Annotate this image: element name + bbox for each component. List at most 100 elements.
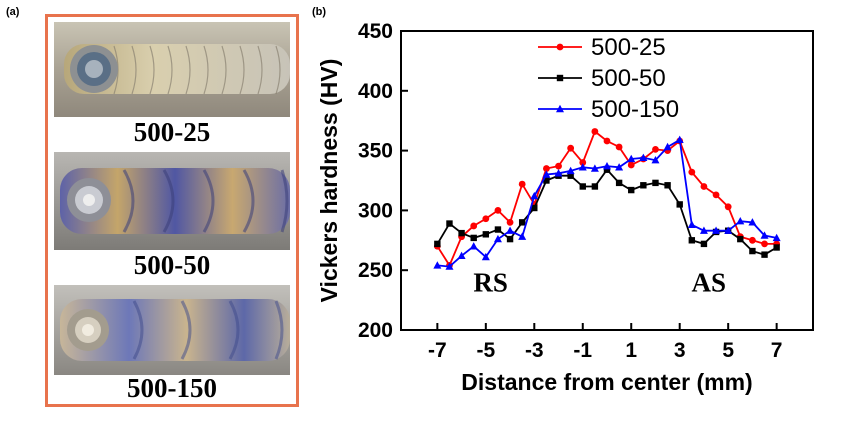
data-point [724, 226, 733, 234]
data-point [434, 240, 441, 248]
data-point [603, 161, 611, 170]
data-point [748, 218, 757, 226]
data-point [543, 177, 550, 184]
x-tick-label: -5 [476, 339, 495, 362]
data-point [591, 128, 599, 135]
y-tick-label: 400 [358, 80, 393, 103]
data-point [712, 191, 720, 199]
data-point [736, 216, 745, 225]
plot-frame [400, 30, 814, 331]
data-point [675, 135, 684, 144]
data-point [772, 233, 781, 242]
data-point [749, 247, 756, 255]
data-point [469, 242, 478, 250]
data-point [712, 226, 721, 234]
x-tick-label: -1 [573, 339, 592, 362]
data-point [542, 170, 551, 178]
y-tick-label: 200 [358, 319, 393, 342]
data-point [749, 236, 756, 244]
data-point [688, 237, 696, 244]
data-point [652, 179, 659, 187]
data-point [651, 155, 660, 164]
y-axis-title: Vickers hardness (HV) [316, 59, 342, 303]
data-point [578, 163, 587, 171]
y-tick-label: 450 [358, 20, 393, 43]
series-500-150 [433, 135, 781, 270]
data-point [470, 234, 477, 242]
weld-photo-500-25 [54, 22, 290, 117]
data-point [518, 232, 527, 240]
x-tick-label: 5 [722, 339, 734, 362]
data-point [579, 183, 586, 190]
data-point [531, 204, 538, 212]
annotation-rs: RS [473, 268, 508, 298]
data-point [482, 215, 490, 223]
x-tick-label: 1 [625, 339, 637, 362]
data-point [433, 261, 442, 269]
data-point [530, 191, 539, 200]
data-point [652, 146, 659, 153]
data-point [445, 262, 454, 270]
data-point [700, 183, 708, 190]
data-point [506, 235, 514, 243]
data-point [687, 220, 696, 228]
data-point [543, 165, 550, 172]
data-point [506, 226, 515, 234]
legend-label: 500-50 [591, 65, 666, 92]
data-point [640, 182, 647, 189]
panel-label-b: (b) [312, 6, 327, 18]
series-500-50 [434, 166, 780, 258]
data-point [518, 219, 526, 226]
data-point [615, 179, 623, 187]
data-point [603, 137, 611, 145]
weld-photo-500-50 [54, 152, 290, 250]
data-point [446, 220, 453, 227]
data-point [773, 244, 780, 251]
data-point [615, 163, 624, 171]
data-point [724, 203, 732, 211]
data-point [567, 144, 575, 152]
weld-caption-500-25: 500-25 [133, 117, 211, 147]
data-point [518, 180, 526, 188]
x-axis-title: Distance from center (mm) [461, 369, 752, 395]
weld-caption-500-150: 500-150 [127, 373, 217, 403]
legend-entry: 500-150 [538, 96, 679, 123]
data-point [627, 161, 635, 169]
data-point [760, 231, 769, 239]
legend-entry: 500-25 [538, 34, 666, 61]
data-point [591, 183, 599, 190]
data-point [556, 104, 564, 113]
weld-photo-500-150 [54, 285, 290, 375]
data-point [481, 252, 490, 261]
legend-label: 500-25 [591, 34, 666, 61]
data-point [603, 166, 611, 173]
data-point [761, 251, 768, 258]
data-point [761, 240, 768, 248]
data-point [699, 226, 708, 234]
x-tick-label: 7 [771, 339, 783, 362]
data-point [567, 172, 574, 179]
x-tick-label: -3 [525, 339, 544, 362]
data-point [566, 166, 575, 175]
data-point [458, 229, 465, 237]
data-point [676, 201, 683, 208]
legend-label: 500-150 [591, 96, 679, 123]
data-point [556, 43, 564, 51]
y-tick-label: 350 [358, 140, 393, 163]
data-point [590, 164, 599, 172]
weld-photo-panel: 500-25 500-50 [45, 14, 299, 407]
data-point [482, 231, 490, 238]
series-line [436, 130, 777, 268]
y-tick-label: 300 [358, 199, 393, 222]
data-point [700, 240, 708, 248]
legend-entry: 500-50 [538, 65, 666, 92]
data-point [579, 159, 587, 166]
data-point [664, 182, 671, 189]
data-point [494, 207, 502, 214]
data-point [639, 153, 648, 161]
x-tick-label: -7 [428, 339, 447, 362]
data-point [556, 74, 564, 82]
data-point [494, 226, 502, 233]
data-point [457, 251, 466, 260]
hardness-chart: 200 250 300 350 400 450 -7 -5 -3 -1 1 3 5 7 500-25 500… [316, 20, 814, 395]
